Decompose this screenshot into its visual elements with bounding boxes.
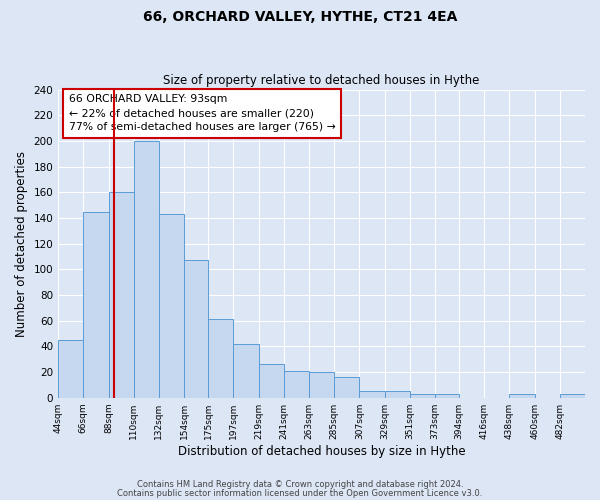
Bar <box>184 260 208 398</box>
Bar <box>109 192 134 398</box>
Bar <box>309 372 334 398</box>
Bar <box>509 394 535 398</box>
Bar <box>410 394 435 398</box>
Bar <box>359 392 385 398</box>
Bar <box>208 320 233 398</box>
Bar <box>334 377 359 398</box>
Y-axis label: Number of detached properties: Number of detached properties <box>15 150 28 336</box>
Bar <box>83 212 109 398</box>
Bar <box>58 340 83 398</box>
Text: 66, ORCHARD VALLEY, HYTHE, CT21 4EA: 66, ORCHARD VALLEY, HYTHE, CT21 4EA <box>143 10 457 24</box>
Bar <box>233 344 259 398</box>
Title: Size of property relative to detached houses in Hythe: Size of property relative to detached ho… <box>163 74 480 87</box>
Bar <box>134 141 159 398</box>
Bar <box>560 394 585 398</box>
Text: Contains HM Land Registry data © Crown copyright and database right 2024.: Contains HM Land Registry data © Crown c… <box>137 480 463 489</box>
Bar <box>284 370 309 398</box>
Bar <box>159 214 184 398</box>
Text: 66 ORCHARD VALLEY: 93sqm
← 22% of detached houses are smaller (220)
77% of semi-: 66 ORCHARD VALLEY: 93sqm ← 22% of detach… <box>69 94 335 132</box>
Bar <box>385 392 410 398</box>
X-axis label: Distribution of detached houses by size in Hythe: Distribution of detached houses by size … <box>178 444 466 458</box>
Bar <box>259 364 284 398</box>
Text: Contains public sector information licensed under the Open Government Licence v3: Contains public sector information licen… <box>118 490 482 498</box>
Bar <box>435 394 459 398</box>
